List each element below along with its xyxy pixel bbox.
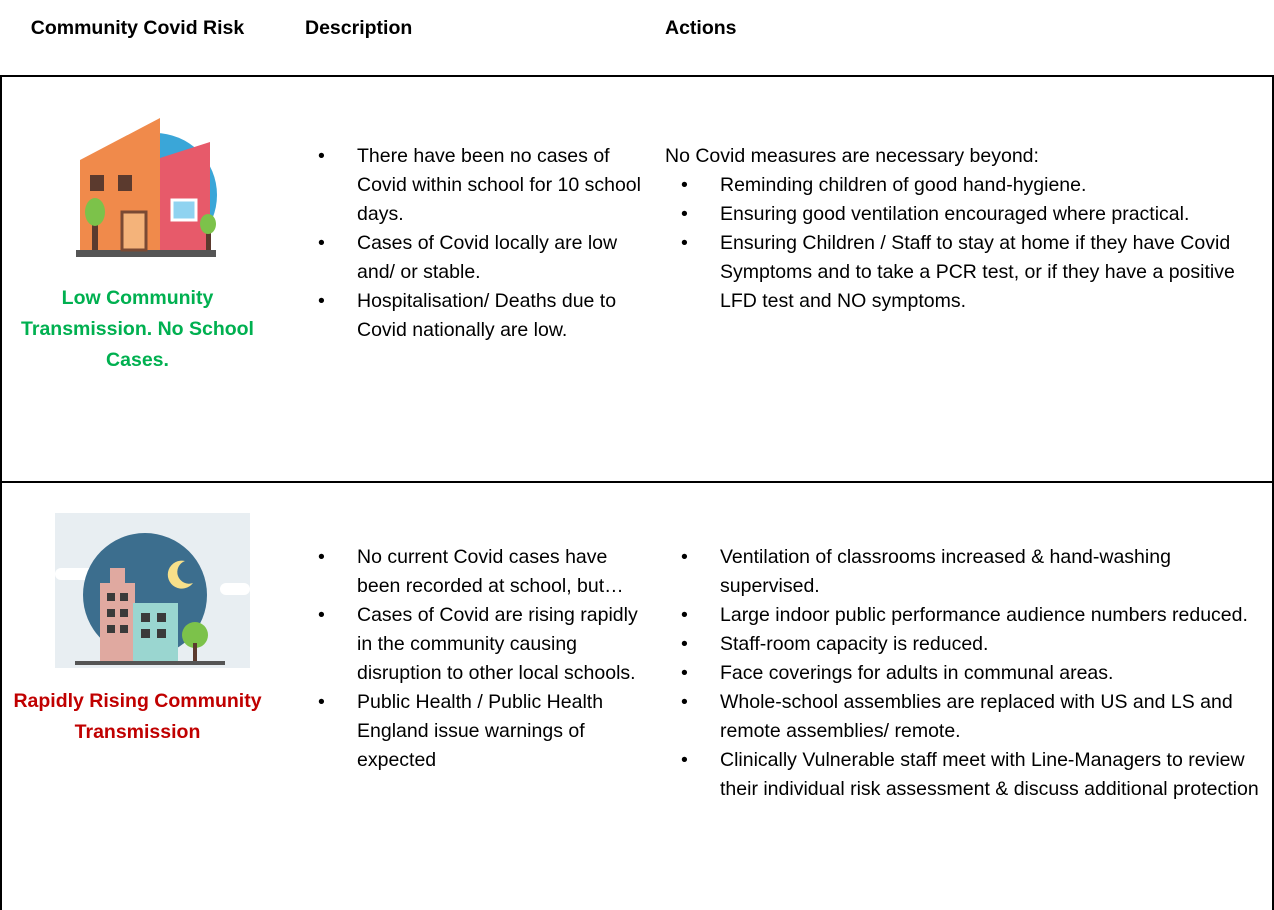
column-header: Description xyxy=(305,17,413,39)
actions-list: Ventilation of classrooms increased & ha… xyxy=(681,543,1266,804)
row-border xyxy=(0,75,1274,77)
action-item: Ventilation of classrooms increased & ha… xyxy=(681,543,1266,601)
actions-intro: No Covid measures are necessary beyond: xyxy=(665,145,1039,167)
actions-list: Reminding children of good hand-hygiene.… xyxy=(681,171,1266,316)
risk-label: Rapidly Rising Community Transmission xyxy=(13,690,262,743)
action-item: Ensuring Children / Staff to stay at hom… xyxy=(681,229,1266,316)
column-header: Actions xyxy=(665,17,737,39)
description-list: There have been no cases of Covid within… xyxy=(318,142,643,345)
risk-label: Low Community Transmission. No School Ca… xyxy=(21,287,254,371)
description-item: No current Covid cases have been recorde… xyxy=(318,543,643,601)
city-icon xyxy=(55,513,250,668)
action-item: Staff-room capacity is reduced. xyxy=(681,630,1266,659)
action-item: Reminding children of good hand-hygiene. xyxy=(681,171,1266,200)
description-item: Hospitalisation/ Deaths due to Covid nat… xyxy=(318,287,643,345)
action-item: Whole-school assemblies are replaced wit… xyxy=(681,688,1266,746)
description-item: Cases of Covid locally are low and/ or s… xyxy=(318,229,643,287)
action-item: Face coverings for adults in communal ar… xyxy=(681,659,1266,688)
description-item: There have been no cases of Covid within… xyxy=(318,142,643,229)
action-item: Ensuring good ventilation encouraged whe… xyxy=(681,200,1266,229)
column-header: Community Covid Risk xyxy=(30,17,245,39)
house-icon xyxy=(76,118,217,257)
table-border xyxy=(1272,75,1274,910)
description-item: Cases of Covid are rising rapidly in the… xyxy=(318,601,643,688)
description-item: Public Health / Public Health England is… xyxy=(318,688,643,775)
action-item: Large indoor public performance audience… xyxy=(681,601,1266,630)
description-list: No current Covid cases have been recorde… xyxy=(318,543,643,775)
table-border xyxy=(0,75,2,910)
action-item: Clinically Vulnerable staff meet with Li… xyxy=(681,746,1266,804)
row-border xyxy=(0,481,1274,483)
